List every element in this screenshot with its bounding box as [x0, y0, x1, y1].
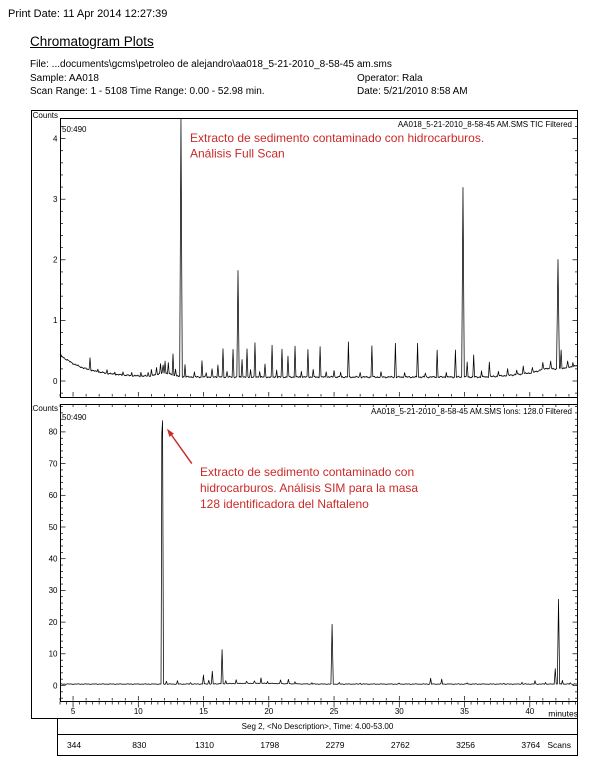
y-tick-label: 70: [49, 459, 58, 468]
ruler-label: 25: [330, 707, 339, 716]
annotation-top-line1: Extracto de sedimento contaminado con hi…: [190, 131, 484, 145]
y-tick-label: 60: [49, 491, 58, 500]
ruler-label: 40: [525, 707, 534, 716]
file-path: File: ...documents\gcms\petroleo de alej…: [30, 59, 392, 70]
print-date: Print Date: 11 Apr 2014 12:27:39: [8, 8, 168, 20]
ruler-label: 5: [71, 707, 76, 716]
y-tick-label: 50: [49, 523, 58, 532]
y-tick-label: 80: [49, 428, 58, 437]
trace-tic: [59, 118, 579, 379]
annotation-arrow-line: [171, 434, 193, 465]
mass-range-label-bottom: 50:490: [62, 413, 87, 422]
y-tick-label: 3: [53, 195, 58, 204]
acquisition-date: Date: 5/21/2010 8:58 AM: [357, 86, 468, 97]
sample-id: Sample: AA018: [30, 72, 99, 84]
operator: Operator: Rala: [357, 72, 423, 84]
y-tick-label: 40: [49, 555, 58, 564]
segment-row: Seg 2, <No Description>, Time: 4.00-53.0…: [58, 719, 577, 735]
panel-header-top: AA018_5-21-2010_8-58-45 AM.SMS TIC Filte…: [398, 120, 572, 129]
y-tick-label: 20: [49, 618, 58, 627]
panel-header-bottom: AA018_5-21-2010_8-58-45 AM.SMS Ions: 128…: [371, 407, 572, 416]
segment-scan-table: Seg 2, <No Description>, Time: 4.00-53.0…: [57, 718, 578, 756]
scan-number-row: Scans 344 830 1310 1798 2279 2762 3256 3764: [58, 735, 577, 756]
y-tick-label: 10: [49, 650, 58, 659]
plot-box-1: [60, 404, 578, 702]
y-unit-label-bottom: kCounts: [31, 404, 58, 413]
annotation-arrow-head: [167, 428, 174, 437]
y-tick-label: 1: [53, 316, 58, 325]
scan-number: 344: [66, 740, 82, 750]
y-tick-label: 4: [53, 134, 58, 143]
ruler-label: 30: [395, 707, 404, 716]
scan-number: 1310: [195, 740, 215, 750]
plot-box-0: [60, 118, 578, 398]
scan-number: 2762: [390, 740, 410, 750]
page-title: Chromatogram Plots: [30, 34, 154, 49]
mass-range-label-top: 50:490: [62, 125, 87, 134]
y-tick-label: 2: [53, 256, 58, 265]
scan-number: 3256: [456, 740, 476, 750]
scan-range: Scan Range: 1 - 5108 Time Range: 0.00 - …: [30, 86, 265, 97]
scan-number: 3764: [521, 740, 541, 750]
y-unit-label-top: MCounts: [31, 111, 58, 120]
segment-label: Seg 2, <No Description>, Time: 4.00-53.0…: [241, 722, 394, 731]
scans-axis-label: Scans: [547, 740, 571, 750]
annotation-bottom-line1: Extracto de sedimento contaminado con: [200, 465, 414, 479]
y-tick-label: 30: [49, 586, 58, 595]
ruler-label: 15: [199, 707, 208, 716]
ruler-label: 35: [460, 707, 469, 716]
minutes-axis-label: minutes: [548, 709, 578, 719]
scan-number: 830: [132, 740, 147, 750]
trace-sim: [59, 420, 579, 685]
y-tick-label: 0: [53, 377, 58, 386]
scan-number: 1798: [260, 740, 280, 750]
scan-number: 2279: [325, 740, 345, 750]
annotation-bottom-line3: 128 identificadora del Naftaleno: [200, 497, 369, 511]
y-tick-label: 0: [53, 681, 58, 690]
annotation-bottom-line2: hidrocarburos. Análisis SIM para la masa: [200, 481, 418, 495]
ruler-label: 10: [134, 707, 143, 716]
annotation-top-line2: Análisis Full Scan: [190, 147, 285, 161]
ruler-label: 20: [264, 707, 273, 716]
